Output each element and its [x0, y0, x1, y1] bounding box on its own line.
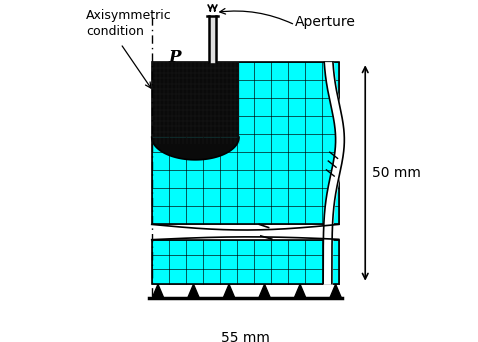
Polygon shape — [330, 284, 342, 298]
Bar — [152, 62, 239, 137]
Text: Aperture: Aperture — [295, 15, 356, 29]
Polygon shape — [152, 224, 339, 240]
Polygon shape — [152, 137, 239, 160]
Text: 50 mm: 50 mm — [372, 166, 421, 180]
Bar — [152, 240, 339, 284]
Polygon shape — [187, 284, 199, 298]
Polygon shape — [223, 284, 235, 298]
Text: P: P — [169, 49, 181, 66]
Polygon shape — [259, 284, 271, 298]
Polygon shape — [152, 284, 164, 298]
Bar — [152, 62, 339, 224]
Polygon shape — [294, 284, 306, 298]
Text: Axisymmetric
condition: Axisymmetric condition — [87, 9, 172, 38]
Text: 55 mm: 55 mm — [221, 331, 270, 342]
